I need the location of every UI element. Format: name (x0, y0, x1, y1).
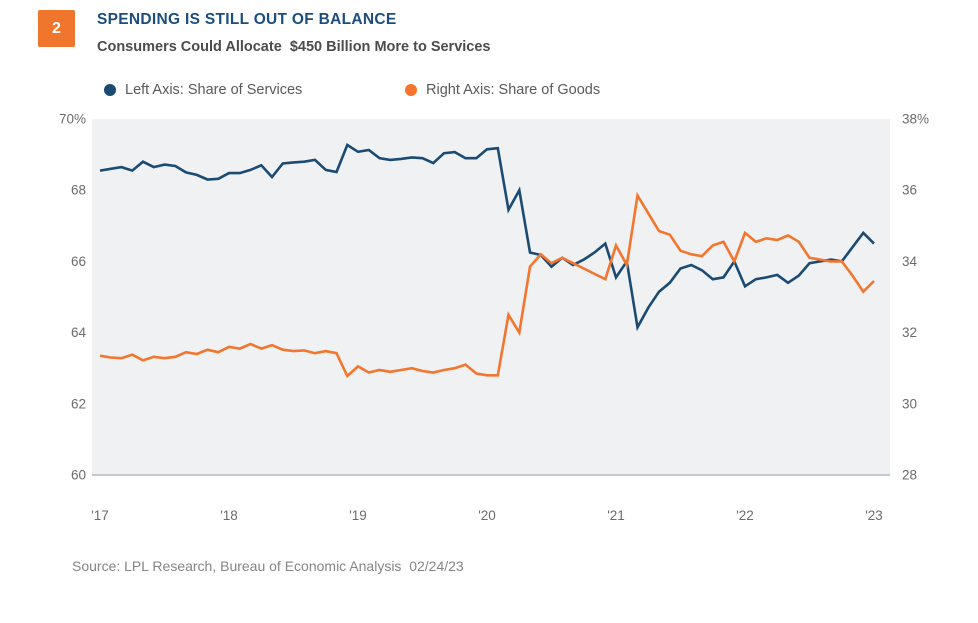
x-axis-tick-labels: '17 '18 '19 '20 '21 '22 '23 (91, 508, 883, 523)
plot-area (92, 119, 890, 475)
left-axis-tick-label: 64 (71, 325, 87, 340)
right-axis-tick-label: 36 (902, 183, 917, 198)
x-axis-tick-label: '18 (220, 508, 238, 523)
services-line (99, 143, 875, 332)
services-legend-label: Left Axis: Share of Services (125, 82, 303, 98)
chart-legend: Left Axis: Share of Services Right Axis:… (104, 80, 864, 100)
goods-line (99, 191, 875, 379)
x-axis-tick-label: '22 (736, 508, 754, 523)
source-attribution: Source: LPL Research, Bureau of Economic… (72, 558, 464, 574)
x-axis-tick-label: '19 (349, 508, 367, 523)
legend-item-goods: Right Axis: Share of Goods (405, 80, 600, 100)
x-axis-tick-label: '21 (607, 508, 625, 523)
left-axis-tick-label: 60 (71, 468, 86, 483)
goods-legend-label: Right Axis: Share of Goods (426, 82, 601, 98)
left-axis-tick-label: 66 (71, 254, 86, 269)
chart-subtitle: Consumers Could Allocate $450 Billion Mo… (97, 39, 491, 55)
legend-item-services: Left Axis: Share of Services (104, 80, 302, 100)
left-axis-tick-label: 70% (59, 112, 86, 127)
x-axis-tick-label: '23 (865, 508, 883, 523)
left-axis-tick-labels: 70% 68 66 64 62 60 (59, 112, 87, 483)
figure-number-badge: 2 (38, 10, 75, 47)
right-axis-tick-label: 34 (902, 254, 918, 269)
x-axis-tick-label: '17 (91, 508, 109, 523)
data-series-lines (99, 143, 875, 379)
spending-balance-chart: 70% 68 66 64 62 60 38% 36 34 32 30 28 '17 '18 '19 '20… (59, 112, 929, 524)
right-axis-tick-label: 32 (902, 325, 917, 340)
right-axis-tick-label: 30 (902, 396, 917, 411)
left-axis-tick-label: 68 (71, 183, 86, 198)
right-axis-tick-label: 38% (902, 112, 929, 127)
right-axis-tick-label: 28 (902, 468, 917, 483)
x-axis-tick-label: '20 (478, 508, 496, 523)
right-axis-tick-labels: 38% 36 34 32 30 28 (902, 112, 929, 483)
left-axis-tick-label: 62 (71, 396, 86, 411)
goods-legend-dot-icon (405, 84, 417, 96)
services-legend-dot-icon (104, 84, 116, 96)
chart-title: SPENDING IS STILL OUT OF BALANCE (97, 11, 397, 28)
